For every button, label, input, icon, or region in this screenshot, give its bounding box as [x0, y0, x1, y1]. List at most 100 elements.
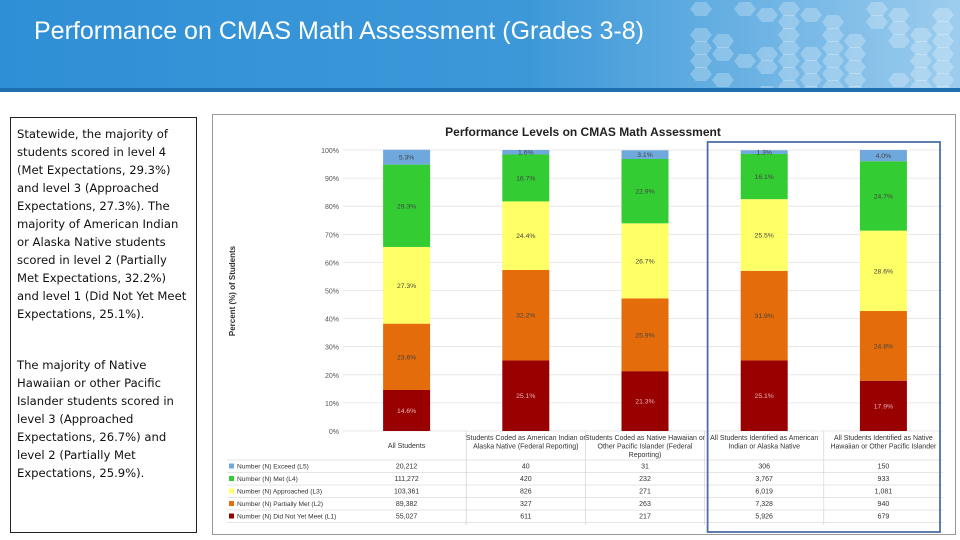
data-label: 23.6% — [397, 354, 416, 361]
data-label: 26.7% — [635, 258, 654, 265]
hexagon-decoration — [932, 8, 954, 22]
table-cell: 232 — [639, 476, 651, 483]
y-tick-label: 30% — [325, 345, 339, 352]
data-label: 1.3% — [756, 150, 772, 157]
hexagon-decoration — [910, 54, 932, 68]
hexagon-decoration — [778, 67, 800, 81]
legend-label: Number (N) Exceed (L5) — [237, 464, 309, 471]
table-cell: 306 — [758, 464, 770, 471]
hexagon-decoration — [734, 2, 756, 16]
data-label: 27.3% — [397, 283, 416, 290]
chart-title: Performance Levels on CMAS Math Assessme… — [445, 125, 721, 139]
hexagon-decoration — [844, 34, 866, 48]
data-label: 3.1% — [637, 152, 653, 159]
data-label: 1.6% — [518, 150, 534, 157]
table-cell: 327 — [520, 501, 532, 508]
table-cell: 3,767 — [755, 476, 773, 483]
data-label: 25.1% — [516, 393, 535, 400]
legend-swatch — [229, 489, 234, 494]
stacked-bar-chart: Performance Levels on CMAS Math Assessme… — [213, 115, 955, 534]
data-label: 4.0% — [876, 153, 892, 160]
legend-swatch — [229, 514, 234, 519]
category-label: Students Coded as Native Hawaiian or Othe… — [585, 435, 706, 459]
y-tick-label: 100% — [321, 148, 339, 155]
chart-panel: Performance Levels on CMAS Math Assessme… — [212, 114, 956, 535]
table-cell: 103,361 — [394, 489, 419, 496]
title-bar: Performance on CMAS Math Assessment (Gra… — [0, 0, 960, 92]
summary-textbox: Statewide, the majority of students scor… — [10, 117, 197, 533]
hexagon-decoration — [910, 67, 932, 81]
y-tick-label: 50% — [325, 289, 339, 296]
table-cell: 40 — [522, 464, 530, 471]
y-tick-label: 10% — [325, 401, 339, 408]
y-tick-label: 20% — [325, 373, 339, 380]
table-cell: 89,382 — [396, 501, 418, 508]
category-label: Students Coded as American Indian or Alas… — [466, 435, 587, 451]
data-label: 25.1% — [755, 393, 774, 400]
y-tick-label: 40% — [325, 317, 339, 324]
hexagon-decoration — [866, 15, 888, 29]
data-label: 31.9% — [755, 313, 774, 320]
category-label: All Students — [388, 443, 426, 450]
hexagon-decoration — [712, 34, 734, 48]
hexagon-decoration — [712, 73, 734, 87]
table-cell: 611 — [520, 514, 531, 521]
data-label: 16.1% — [755, 174, 774, 181]
category-label: All Students Identified as American India… — [710, 435, 818, 451]
hexagon-decoration — [932, 21, 954, 35]
legend-label: Number (N) Met (L4) — [237, 476, 298, 483]
legend-label: Number (N) Approached (L3) — [237, 489, 322, 496]
table-cell: 111,272 — [394, 476, 418, 483]
hexagon-decoration — [756, 60, 778, 74]
data-label: 24.7% — [874, 193, 893, 200]
hexagon-decoration — [690, 67, 712, 81]
data-label: 16.7% — [516, 175, 535, 182]
data-label: 25.9% — [635, 332, 654, 339]
data-label: 25.5% — [755, 233, 774, 240]
hexagon-decoration — [822, 15, 844, 29]
legend-swatch — [229, 501, 234, 506]
data-label: 32.2% — [516, 313, 535, 320]
hexagon-decoration — [756, 8, 778, 22]
table-cell: 31 — [641, 464, 649, 471]
hexagon-decoration — [778, 41, 800, 55]
table-cell: 420 — [520, 476, 532, 483]
y-tick-label: 80% — [325, 204, 339, 211]
hexagon-decoration — [822, 54, 844, 68]
data-label: 29.3% — [397, 203, 416, 210]
data-label: 17.9% — [874, 403, 893, 410]
table-cell: 933 — [878, 476, 890, 483]
hexagon-decoration — [844, 60, 866, 74]
hexagon-decoration — [932, 47, 954, 61]
hexagon-decoration — [822, 41, 844, 55]
table-cell: 679 — [878, 514, 890, 521]
hexagon-decoration — [690, 54, 712, 68]
data-label: 5.3% — [399, 155, 415, 162]
y-tick-label: 0% — [329, 429, 339, 436]
hexagon-decoration — [844, 73, 866, 87]
table-cell: 271 — [639, 489, 651, 496]
data-label: 24.8% — [874, 343, 893, 350]
hexagon-decoration — [822, 67, 844, 81]
hexagon-decoration — [888, 21, 910, 35]
slide-title: Performance on CMAS Math Assessment (Gra… — [34, 17, 694, 46]
hexagon-decoration — [778, 2, 800, 16]
table-cell: 940 — [878, 501, 890, 508]
hexagon-decoration — [800, 8, 822, 22]
hexagon-decoration — [756, 47, 778, 61]
hexagon-decoration — [778, 54, 800, 68]
hexagon-decoration — [822, 28, 844, 42]
table-cell: 7,328 — [755, 501, 773, 508]
hexagon-decoration — [800, 60, 822, 74]
title-underline — [0, 88, 960, 92]
hexagon-decoration — [734, 54, 756, 68]
y-tick-label: 70% — [325, 232, 339, 239]
hexagon-decoration — [778, 28, 800, 42]
hexagon-decoration — [932, 34, 954, 48]
y-tick-label: 90% — [325, 176, 339, 183]
data-label: 24.4% — [516, 233, 535, 240]
hexagon-decoration — [888, 73, 910, 87]
data-label: 28.6% — [874, 268, 893, 275]
summary-paragraph-1: Statewide, the majority of students scor… — [17, 125, 190, 323]
data-label: 14.6% — [397, 408, 416, 415]
